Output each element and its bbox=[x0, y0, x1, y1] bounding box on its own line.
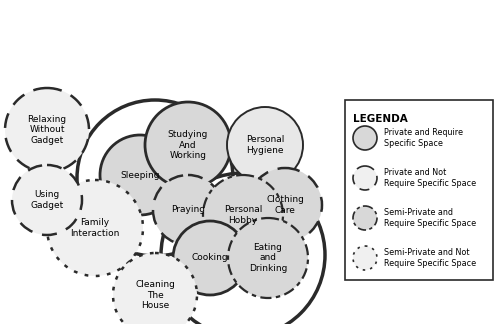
Text: Family
Interaction: Family Interaction bbox=[70, 218, 120, 238]
Text: Praying: Praying bbox=[171, 205, 205, 214]
Text: Cooking: Cooking bbox=[192, 253, 228, 262]
Text: Studying
And
Working: Studying And Working bbox=[168, 130, 208, 160]
Circle shape bbox=[203, 175, 283, 255]
Circle shape bbox=[153, 175, 223, 245]
Text: LEGENDA: LEGENDA bbox=[353, 114, 408, 124]
Circle shape bbox=[100, 135, 180, 215]
Circle shape bbox=[353, 166, 377, 190]
Text: Sleeping: Sleeping bbox=[120, 170, 160, 179]
Circle shape bbox=[353, 246, 377, 270]
Circle shape bbox=[248, 168, 322, 242]
Bar bbox=[345, 100, 493, 280]
Text: Personal
Hobby: Personal Hobby bbox=[224, 205, 262, 225]
Text: Clothing
Care: Clothing Care bbox=[266, 195, 304, 215]
Text: Relaxing
Without
Gadget: Relaxing Without Gadget bbox=[28, 115, 66, 145]
Text: Using
Gadget: Using Gadget bbox=[30, 190, 64, 210]
Text: Semi-Private and
Require Specific Space: Semi-Private and Require Specific Space bbox=[384, 208, 476, 228]
Circle shape bbox=[228, 218, 308, 298]
Text: Private and Not
Require Specific Space: Private and Not Require Specific Space bbox=[384, 168, 476, 188]
Circle shape bbox=[353, 206, 377, 230]
Text: Cleaning
The
House: Cleaning The House bbox=[135, 280, 175, 310]
Circle shape bbox=[173, 221, 247, 295]
Text: Personal
Hygiene: Personal Hygiene bbox=[246, 135, 284, 155]
Circle shape bbox=[47, 180, 143, 276]
Circle shape bbox=[12, 165, 82, 235]
Circle shape bbox=[227, 107, 303, 183]
Text: Private and Require
Specific Space: Private and Require Specific Space bbox=[384, 128, 463, 148]
Circle shape bbox=[353, 126, 377, 150]
Circle shape bbox=[5, 88, 89, 172]
Circle shape bbox=[113, 253, 197, 324]
Circle shape bbox=[145, 102, 231, 188]
Text: Semi-Private and Not
Require Specific Space: Semi-Private and Not Require Specific Sp… bbox=[384, 248, 476, 268]
Text: Eating
and
Drinking: Eating and Drinking bbox=[249, 243, 287, 273]
